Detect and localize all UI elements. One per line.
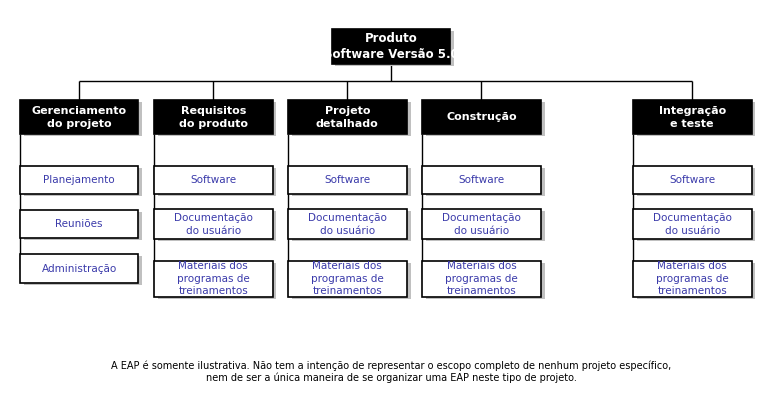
Text: Software: Software [458,175,504,185]
FancyBboxPatch shape [422,209,541,239]
FancyBboxPatch shape [158,262,276,299]
FancyBboxPatch shape [292,262,411,299]
Text: Gerenciamento
do projeto: Gerenciamento do projeto [31,106,127,129]
Text: Software: Software [325,175,371,185]
Text: A EAP é somente ilustrativa. Não tem a intenção de representar o escopo completo: A EAP é somente ilustrativa. Não tem a i… [111,360,671,383]
Text: Software: Software [669,175,716,185]
Text: Planejamento: Planejamento [43,175,115,185]
Text: Integração
e teste: Integração e teste [658,106,726,129]
FancyBboxPatch shape [633,166,752,194]
FancyBboxPatch shape [23,212,142,240]
FancyBboxPatch shape [288,100,407,134]
FancyBboxPatch shape [154,260,273,297]
FancyBboxPatch shape [426,168,544,196]
FancyBboxPatch shape [637,102,755,136]
FancyBboxPatch shape [422,100,541,134]
Text: Materiais dos
programas de
treinamentos: Materiais dos programas de treinamentos [311,261,384,297]
FancyBboxPatch shape [20,166,138,194]
FancyBboxPatch shape [332,29,450,64]
FancyBboxPatch shape [154,209,273,239]
FancyBboxPatch shape [154,100,273,134]
FancyBboxPatch shape [292,211,411,241]
FancyBboxPatch shape [20,210,138,238]
FancyBboxPatch shape [292,102,411,136]
FancyBboxPatch shape [23,256,142,285]
FancyBboxPatch shape [633,100,752,134]
FancyBboxPatch shape [422,260,541,297]
FancyBboxPatch shape [426,102,544,136]
FancyBboxPatch shape [426,262,544,299]
FancyBboxPatch shape [335,31,454,66]
Text: Documentação
do usuário: Documentação do usuário [174,213,253,236]
FancyBboxPatch shape [158,211,276,241]
FancyBboxPatch shape [20,100,138,134]
FancyBboxPatch shape [637,211,755,241]
FancyBboxPatch shape [637,168,755,196]
FancyBboxPatch shape [20,255,138,283]
Text: Produto
Software Versão 5.0: Produto Software Versão 5.0 [324,32,458,61]
FancyBboxPatch shape [23,168,142,196]
FancyBboxPatch shape [288,166,407,194]
FancyBboxPatch shape [154,166,273,194]
FancyBboxPatch shape [158,168,276,196]
Text: Documentação
do usuário: Documentação do usuário [442,213,521,236]
Text: Reuniões: Reuniões [56,219,103,229]
Text: Construção: Construção [446,112,517,122]
Text: Materiais dos
programas de
treinamentos: Materiais dos programas de treinamentos [656,261,729,297]
FancyBboxPatch shape [633,209,752,239]
FancyBboxPatch shape [158,102,276,136]
Text: Documentação
do usuário: Documentação do usuário [308,213,387,236]
Text: Documentação
do usuário: Documentação do usuário [653,213,732,236]
FancyBboxPatch shape [288,209,407,239]
FancyBboxPatch shape [422,166,541,194]
FancyBboxPatch shape [426,211,544,241]
Text: Administração: Administração [41,264,117,274]
Text: Materiais dos
programas de
treinamentos: Materiais dos programas de treinamentos [177,261,249,297]
Text: Software: Software [190,175,236,185]
FancyBboxPatch shape [292,168,411,196]
FancyBboxPatch shape [633,260,752,297]
Text: Projeto
detalhado: Projeto detalhado [316,106,378,129]
FancyBboxPatch shape [23,102,142,136]
Text: Requisitos
do produto: Requisitos do produto [179,106,248,129]
FancyBboxPatch shape [288,260,407,297]
Text: Materiais dos
programas de
treinamentos: Materiais dos programas de treinamentos [445,261,518,297]
FancyBboxPatch shape [637,262,755,299]
